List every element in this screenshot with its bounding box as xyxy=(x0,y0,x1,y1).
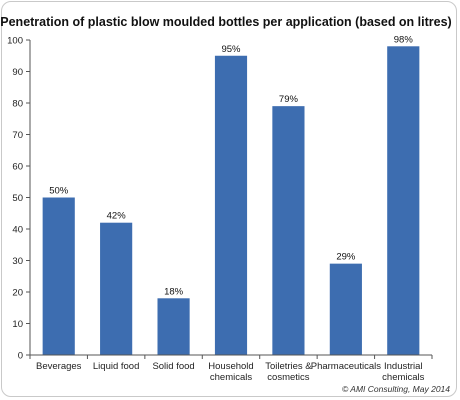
data-label: 42% xyxy=(107,211,127,222)
y-tick-label: 10 xyxy=(12,319,23,330)
data-label: 95% xyxy=(221,44,241,55)
y-tick-label: 70 xyxy=(12,130,23,141)
y-axis: 0 10 20 30 40 50 60 70 80 90 100 xyxy=(7,36,31,362)
category-label: Solid food xyxy=(152,361,194,372)
category-label: Pharmaceuticals xyxy=(311,361,381,372)
category-label: Beverages xyxy=(36,361,82,372)
y-tick-label: 100 xyxy=(7,36,23,47)
y-tick-label: 60 xyxy=(12,162,23,173)
y-tick-label: 80 xyxy=(12,99,23,110)
category-label-line: Liquid food xyxy=(93,361,139,372)
category-label-line: cosmetics xyxy=(267,372,309,383)
x-axis: Beverages Liquid food Solid food Household c… xyxy=(29,354,433,383)
category-label-line: Pharmaceuticals xyxy=(311,361,381,372)
bar xyxy=(157,298,190,355)
category-label-line: Industrial xyxy=(384,361,423,372)
category-label: Liquid food xyxy=(93,361,139,372)
bar xyxy=(387,46,420,356)
y-tick-label: 30 xyxy=(12,256,23,267)
category-label: Toiletries & cosmetics xyxy=(265,361,312,383)
bar xyxy=(42,197,75,355)
data-label: 29% xyxy=(336,252,356,263)
bar xyxy=(100,222,133,355)
category-label-line: Beverages xyxy=(36,361,82,372)
copyright-credit: © AMI Consulting, May 2014 xyxy=(342,384,450,394)
category-label-line: Household xyxy=(208,361,253,372)
y-tick-label: 0 xyxy=(18,351,23,362)
data-label: 98% xyxy=(394,34,414,45)
category-label-line: chemicals xyxy=(210,372,252,383)
bars: 50% 42% 18% 95% 79% 29% 98% xyxy=(42,34,420,356)
category-label-line: Solid food xyxy=(152,361,194,372)
category-label: Industrial chemicals xyxy=(382,361,424,383)
y-tick-label: 40 xyxy=(12,225,23,236)
y-tick-label: 20 xyxy=(12,288,23,299)
bar xyxy=(214,55,248,355)
chart-title: Penetration of plastic blow moulded bott… xyxy=(0,15,451,29)
bar xyxy=(329,263,362,355)
category-label: Household chemicals xyxy=(208,361,253,383)
data-label: 18% xyxy=(164,286,184,297)
category-label-line: Toiletries & xyxy=(265,361,312,372)
category-label-line: chemicals xyxy=(382,372,424,383)
data-label: 50% xyxy=(49,186,69,197)
bar xyxy=(272,106,305,356)
data-label: 79% xyxy=(279,94,299,105)
y-tick-label: 90 xyxy=(12,67,23,78)
y-tick-label: 50 xyxy=(12,193,23,204)
